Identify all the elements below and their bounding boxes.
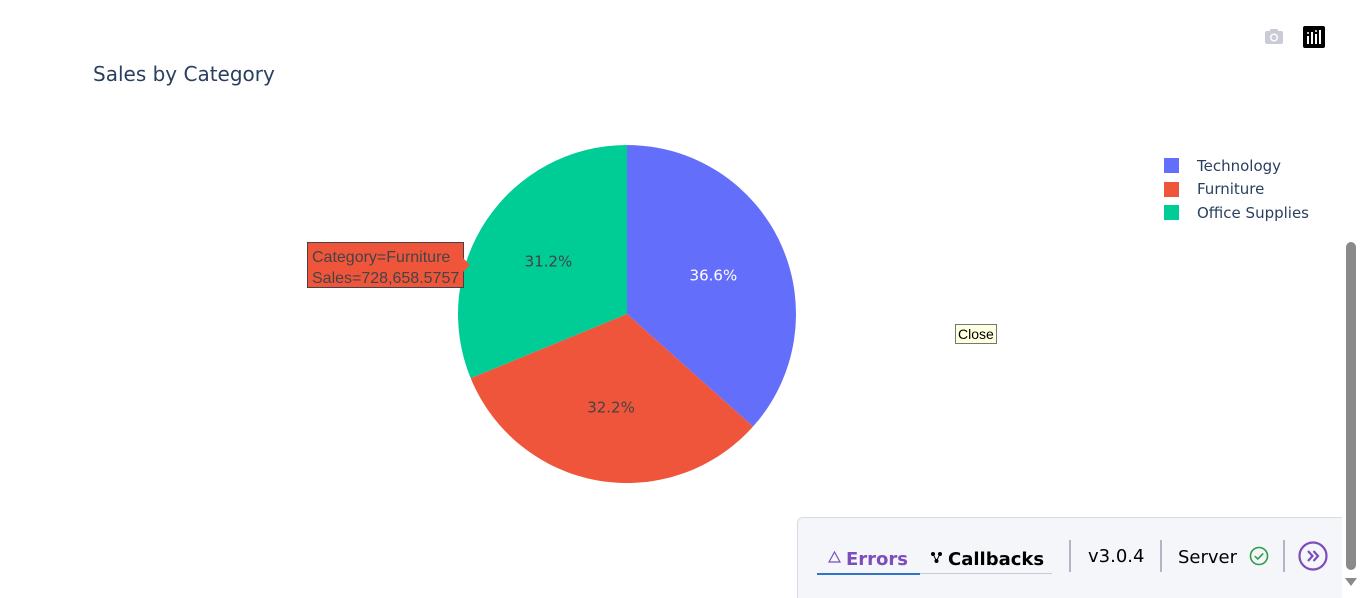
pie-label-furniture: 32.2%	[587, 398, 635, 416]
callbacks-graph-icon	[930, 551, 943, 568]
pie-slice-furniture[interactable]	[470, 314, 754, 483]
legend-item-technology[interactable]: Technology	[1164, 154, 1309, 178]
camera-icon[interactable]	[1263, 26, 1285, 48]
hover-tooltip: Category=Furniture Sales=728,658.5757	[307, 242, 464, 288]
legend-label: Furniture	[1197, 180, 1265, 199]
errors-tab[interactable]: Errors	[827, 546, 909, 572]
legend-swatch	[1164, 181, 1179, 197]
server-label: Server	[1178, 547, 1238, 568]
legend-swatch	[1164, 158, 1179, 174]
errors-tab-underline	[817, 573, 920, 575]
pie-label-technology: 36.6%	[690, 266, 738, 284]
hover-sales: Sales=728,658.5757	[312, 270, 460, 287]
legend-swatch	[1164, 205, 1179, 221]
expand-toggle-icon[interactable]	[1298, 541, 1328, 571]
pie-slice-technology[interactable]	[627, 145, 796, 427]
check-circle-icon	[1249, 546, 1269, 571]
scroll-down-arrow[interactable]	[1345, 578, 1357, 586]
close-tooltip: Close	[955, 324, 997, 344]
version-label: v3.0.4	[1088, 546, 1145, 567]
scrollbar-thumb[interactable]	[1346, 242, 1356, 570]
hover-arrow	[463, 258, 470, 272]
separator	[1160, 540, 1162, 572]
plotly-logo-icon[interactable]	[1303, 26, 1325, 48]
callbacks-tab-underline	[920, 573, 1052, 574]
legend-label: Technology	[1197, 156, 1282, 175]
dash-devtools-bar: Errors Callbacks v3.0.4 Server	[797, 517, 1342, 598]
callbacks-tab[interactable]: Callbacks	[930, 546, 1044, 572]
legend-item-furniture[interactable]: Furniture	[1164, 178, 1309, 202]
chart-title: Sales by Category	[93, 62, 275, 86]
pie-label-office-supplies: 31.2%	[525, 252, 573, 270]
separator	[1069, 540, 1071, 572]
separator	[1283, 540, 1285, 572]
legend-label: Office Supplies	[1197, 203, 1310, 222]
legend: Technology Furniture Office Supplies	[1164, 154, 1309, 225]
pie-slice-office-supplies[interactable]	[457, 145, 627, 379]
warning-icon	[827, 550, 842, 567]
server-status: Server	[1178, 546, 1269, 571]
legend-item-office-supplies[interactable]: Office Supplies	[1164, 201, 1309, 225]
callbacks-label: Callbacks	[948, 548, 1045, 570]
hover-category: Category=Furniture	[312, 249, 451, 266]
errors-label: Errors	[846, 548, 909, 570]
